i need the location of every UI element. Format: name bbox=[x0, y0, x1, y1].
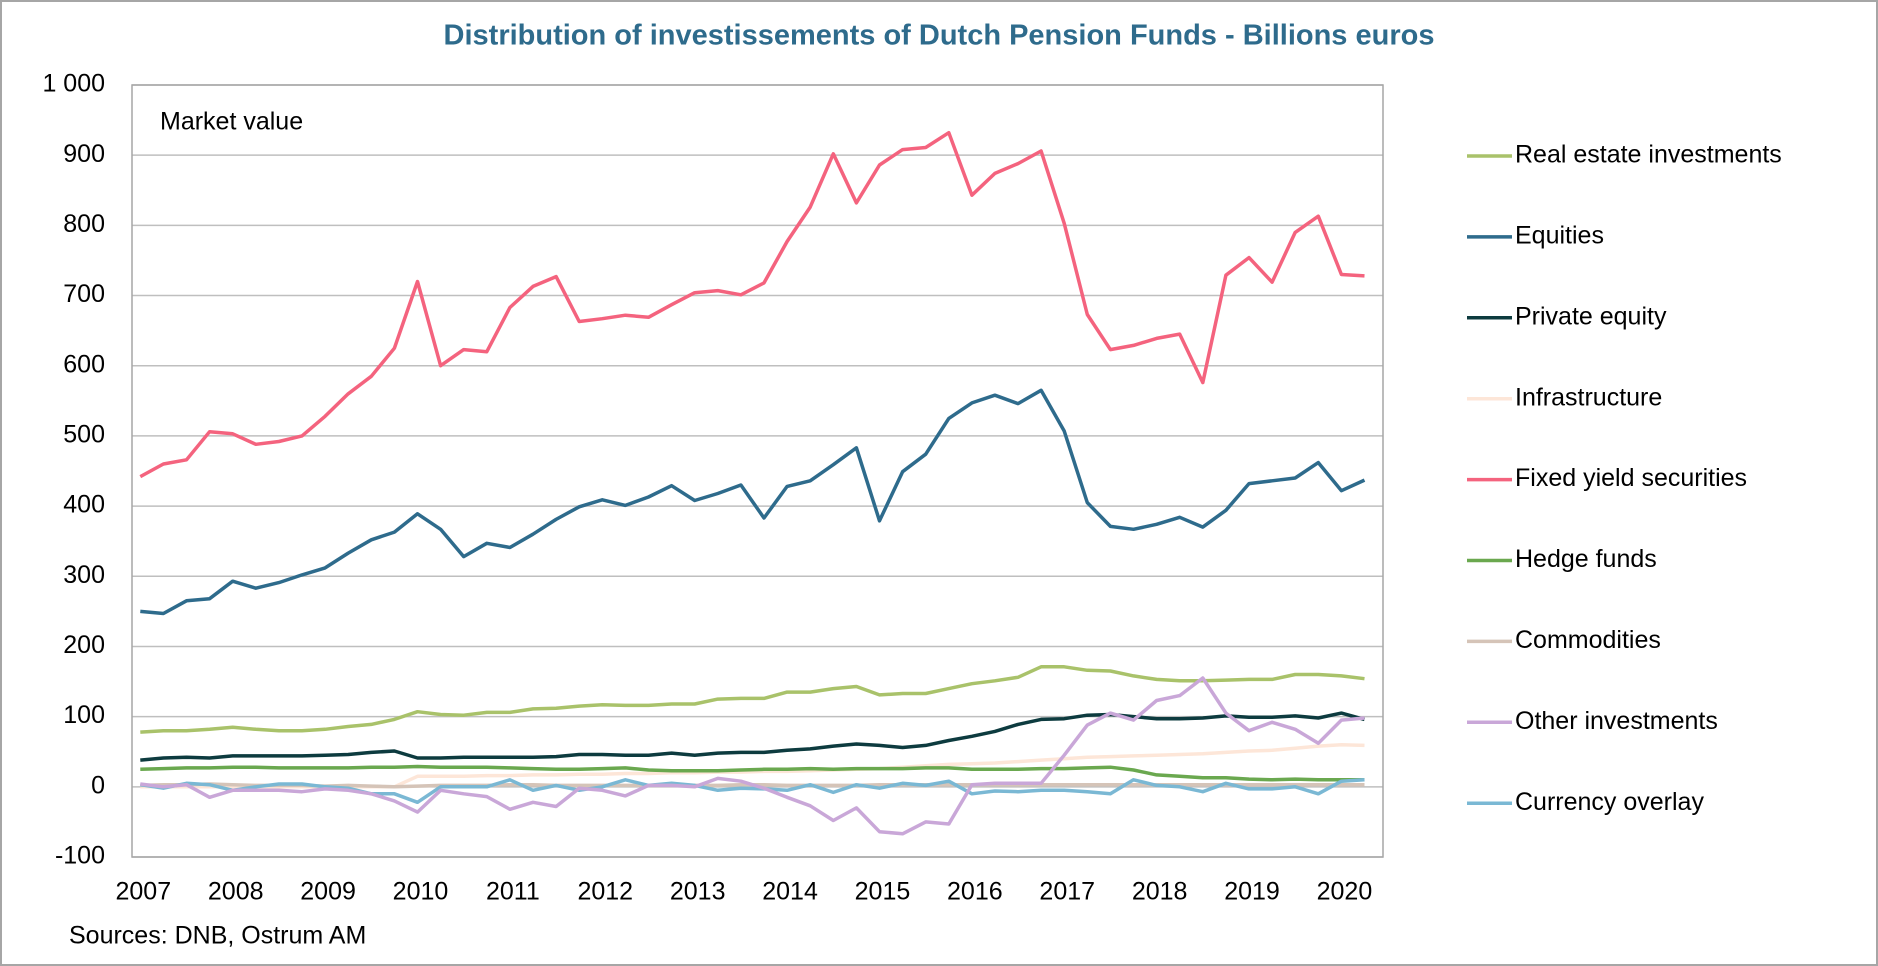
y-tick-label: 0 bbox=[91, 771, 105, 799]
y-tick-label: 700 bbox=[63, 280, 105, 308]
series-line bbox=[140, 388, 1366, 616]
series-line bbox=[140, 676, 1365, 836]
series-line bbox=[140, 711, 1365, 762]
annotation: Market value bbox=[160, 108, 303, 136]
x-tick-label: 2017 bbox=[1039, 878, 1095, 906]
x-tick-label: 2018 bbox=[1132, 878, 1188, 906]
legend-label: Fixed yield securities bbox=[1515, 464, 1747, 492]
legend-label: Hedge funds bbox=[1515, 545, 1657, 573]
series-line bbox=[140, 764, 1365, 782]
series-line bbox=[140, 778, 1365, 805]
y-tick-label: 500 bbox=[63, 421, 105, 449]
series-line bbox=[140, 665, 1365, 734]
x-tick-label: 2016 bbox=[947, 878, 1003, 906]
y-tick-label: 200 bbox=[63, 631, 105, 659]
y-tick-label: 1 000 bbox=[42, 70, 105, 98]
x-tick-label: 2009 bbox=[300, 878, 356, 906]
y-tick-label: -100 bbox=[55, 842, 105, 870]
legend-label: Equities bbox=[1515, 222, 1604, 250]
legend-label: Commodities bbox=[1515, 626, 1661, 654]
x-tick-label: 2013 bbox=[670, 878, 726, 906]
x-tick-label: 2007 bbox=[116, 878, 172, 906]
legend-label: Real estate investments bbox=[1515, 141, 1782, 169]
x-tick-label: 2008 bbox=[208, 878, 264, 906]
x-tick-label: 2014 bbox=[762, 878, 818, 906]
chart-title: Distribution of investissements of Dutch… bbox=[444, 20, 1435, 52]
source-note: Sources: DNB, Ostrum AM bbox=[69, 922, 366, 950]
y-tick-label: 300 bbox=[63, 561, 105, 589]
legend-label: Infrastructure bbox=[1515, 383, 1662, 411]
y-tick-label: 800 bbox=[63, 210, 105, 238]
x-tick-label: 2012 bbox=[577, 878, 633, 906]
y-tick-label: 400 bbox=[63, 491, 105, 519]
series-line bbox=[139, 130, 1365, 479]
legend-label: Currency overlay bbox=[1515, 788, 1704, 816]
y-tick-label: 100 bbox=[63, 701, 105, 729]
x-tick-label: 2015 bbox=[855, 878, 911, 906]
legend-label: Other investments bbox=[1515, 707, 1718, 735]
x-tick-label: 2010 bbox=[393, 878, 449, 906]
legend-label: Private equity bbox=[1515, 302, 1667, 330]
y-tick-label: 900 bbox=[63, 140, 105, 168]
x-tick-label: 2019 bbox=[1224, 878, 1280, 906]
x-tick-label: 2011 bbox=[486, 878, 540, 906]
x-tick-label: 2020 bbox=[1317, 878, 1373, 906]
y-tick-label: 600 bbox=[63, 350, 105, 378]
plot-frame bbox=[131, 84, 1384, 858]
